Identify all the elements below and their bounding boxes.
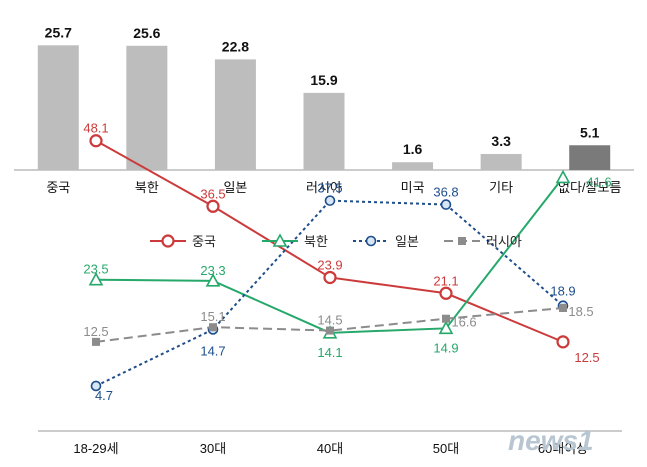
bar-value-label: 25.7	[45, 24, 72, 40]
line-data-label: 14.1	[317, 345, 342, 360]
line-series-path	[95, 306, 564, 343]
line-marker	[440, 199, 452, 210]
bar-category-label: 기타	[489, 180, 513, 195]
line-x-tick-label: 18-29세	[73, 441, 118, 456]
bar-0	[37, 45, 79, 171]
line-data-label: 4.7	[95, 388, 113, 403]
bar-3	[303, 92, 345, 170]
line-data-label: 36.5	[200, 186, 225, 201]
bar-5	[480, 153, 522, 170]
line-data-label: 14.5	[317, 313, 342, 328]
bar-category-label: 러시아	[306, 180, 342, 195]
line-marker	[555, 169, 571, 184]
line-data-label: 48.1	[83, 121, 108, 136]
legend-label: 일본	[395, 234, 419, 249]
bar-value-label: 22.8	[222, 38, 249, 54]
line-data-label: 16.6	[451, 315, 476, 330]
line-series-3: 12.5 15.1 14.5 16.6 18.5	[83, 303, 594, 346]
line-marker	[88, 272, 104, 286]
line-x-tick-label: 60대이상	[538, 441, 588, 456]
line-marker	[323, 270, 337, 285]
line-marker	[205, 273, 221, 287]
bar-6	[569, 145, 611, 170]
line-marker	[92, 337, 100, 346]
legend-label: 중국	[192, 234, 216, 249]
line-data-label: 14.9	[433, 340, 458, 355]
bar-value-label: 15.9	[310, 72, 337, 88]
line-data-label: 18.9	[550, 284, 575, 299]
line-marker	[89, 134, 103, 148]
line-series-path	[95, 199, 564, 387]
line-x-tick-label: 40대	[317, 441, 343, 456]
line-data-label: 41.6	[586, 174, 611, 189]
bar-category-label: 없다/잘모름	[558, 180, 621, 195]
line-data-label: 12.5	[574, 350, 599, 365]
bar-chart: 25.7 중국 25.6 북한 22.8 일본 15.9 러시아 1.6 미국 3.3 기타 5.1 없다…	[14, 24, 634, 195]
line-marker	[206, 199, 220, 213]
line-x-tick-label: 50대	[433, 441, 459, 456]
bar-2	[214, 59, 256, 170]
line-marker	[161, 234, 175, 248]
line-chart: 18-29세 30대 40대 50대 60대이상 48.1 36.5 23.9 21.1 12.5…	[38, 121, 622, 456]
line-marker	[458, 237, 466, 245]
line-marker	[438, 320, 454, 335]
line-marker	[556, 335, 570, 349]
line-data-label: 36.8	[433, 185, 458, 200]
bar-value-label: 3.3	[491, 133, 511, 149]
line-data-label: 14.7	[200, 343, 225, 358]
line-marker	[439, 286, 453, 300]
legend-label: 러시아	[486, 234, 522, 249]
line-series-0: 48.1 36.5 23.9 21.1 12.5	[83, 121, 599, 365]
bar-4	[392, 162, 434, 170]
line-marker	[559, 303, 567, 312]
line-marker	[442, 314, 450, 323]
bar-category-label: 일본	[223, 180, 247, 195]
line-data-label: 18.5	[568, 304, 593, 319]
line-data-label: 23.3	[200, 263, 225, 278]
line-data-label: 23.5	[83, 262, 108, 277]
bar-category-label: 미국	[401, 180, 425, 195]
bar-category-label: 중국	[46, 180, 70, 195]
line-marker	[326, 326, 334, 335]
legend-label: 북한	[304, 234, 328, 249]
line-series-2: 4.7 14.7 37.5 36.8 18.9	[90, 181, 576, 403]
line-data-label: 12.5	[83, 324, 108, 339]
bar-value-label: 25.6	[133, 25, 160, 41]
line-data-label: 23.9	[317, 257, 342, 272]
line-x-tick-label: 30대	[200, 441, 226, 456]
line-data-label: 37.5	[317, 181, 342, 196]
bar-1	[126, 45, 168, 171]
line-data-label: 15.1	[200, 309, 225, 324]
line-series-1: 23.5 23.3 14.1 14.9 41.6	[83, 169, 612, 360]
line-chart-legend: 중국 북한 일본 러시아	[150, 233, 522, 249]
watermark-logo: news1	[508, 425, 594, 456]
line-marker	[272, 233, 288, 247]
line-marker	[90, 380, 102, 392]
bar-value-label: 1.6	[403, 141, 423, 157]
bar-category-label: 북한	[135, 180, 159, 195]
line-marker	[209, 323, 217, 332]
line-marker	[365, 235, 377, 247]
line-data-label: 21.1	[433, 273, 458, 288]
bar-value-label: 5.1	[580, 124, 600, 140]
line-marker	[324, 195, 336, 206]
